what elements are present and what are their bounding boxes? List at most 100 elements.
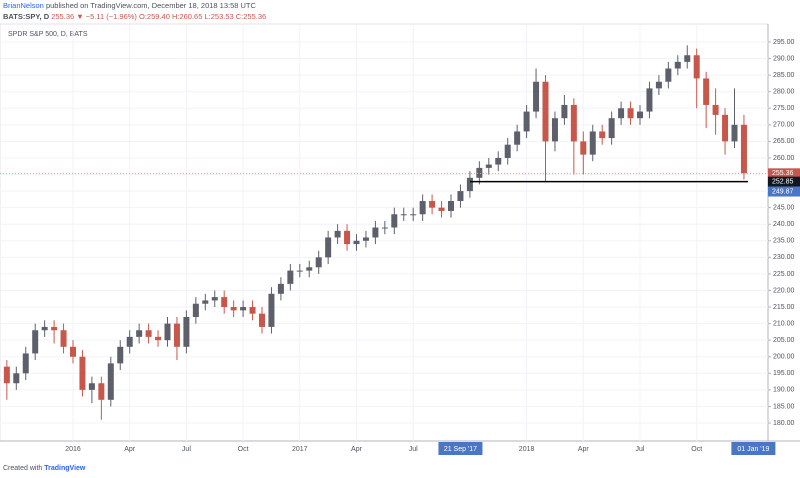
candle-body [22,353,29,374]
candle-body [410,214,417,216]
candle-body [88,383,95,390]
candle-body [173,323,180,347]
y-tick-label: 270.00 [773,122,795,129]
candle-body [495,157,502,165]
y-tick-label: 245.00 [773,204,795,211]
y-tick-label: 290.00 [773,55,795,62]
x-tick-label: Oct [238,446,249,453]
footer: Created with TradingView [3,465,86,472]
candle-body [448,201,454,211]
candle-body [145,330,152,337]
y-tick-label: 190.00 [773,387,795,394]
candle-body [542,81,549,142]
candle-body [419,201,426,215]
y-tick-label: 220.00 [773,287,795,294]
candle-body [504,144,511,158]
candle-body [51,326,58,331]
candle-body [60,330,67,347]
publisher: BrianNelson [3,1,44,10]
candle-body [646,88,653,112]
candle-body [79,356,86,390]
x-tick-label: 2016 [65,446,81,453]
candle-body [211,297,218,301]
candle-body [306,267,313,271]
plot-frame [0,23,769,442]
x-tick-label: Apr [124,446,136,453]
candle-body [230,307,237,311]
y-tick-label: 205.00 [773,337,795,344]
candle-body [618,108,625,119]
y-tick-label: 180.00 [773,420,795,427]
candle-body [731,124,738,142]
candle-body [665,68,672,82]
candle-body [126,336,133,347]
last-price-label: 255.36 [772,170,794,177]
y-tick-label: 185.00 [773,403,795,410]
candle-body [362,237,369,241]
candle-body [344,230,351,245]
candle-body [3,366,10,384]
hline-box [768,176,800,187]
y-tick-label: 195.00 [773,370,795,377]
candle-body [674,61,681,69]
candle-body [637,111,643,119]
x-tick-label: Oct [691,446,702,453]
candle-body [703,78,710,105]
y-tick-label: 295.00 [773,39,795,46]
candle-body [438,207,445,211]
candle-body [202,300,209,304]
candle-body [589,131,596,155]
x-tick-label: Apr [351,446,363,453]
candle-body [551,118,558,142]
candle-body [268,293,275,327]
x-tick-label: Apr [578,446,590,453]
candle-body [325,237,332,258]
candle-body [429,201,436,208]
candle-body [580,141,587,155]
candle-body [466,177,473,192]
y-tick-label: 260.00 [773,155,795,162]
x-crosshair-label: 21 Sep '17 [444,446,477,453]
candle-body [391,214,398,228]
y-tick-label: 230.00 [773,254,795,261]
x-crosshair-label-box [731,442,776,455]
published: published on TradingView.com, December 1… [44,1,257,10]
candle-body [296,270,303,272]
candle-body [353,240,360,245]
footer-brand: TradingView [44,465,86,472]
y-tick-label: 265.00 [773,138,795,145]
candle-body [400,214,407,216]
candle-body [13,373,20,384]
footer-text: Created with [3,465,42,472]
last-price-box [768,168,800,179]
candle-body [117,346,124,364]
y-tick-label: 225.00 [773,271,795,278]
candle-body [561,104,568,119]
y-tick-label: 285.00 [773,72,795,79]
candle-body [372,227,379,238]
candle-body [277,283,284,294]
candle-body [240,307,247,311]
header-line-1: BrianNelson published on TradingView.com… [3,1,257,10]
legend: SPDR S&P 500, D, BATS [8,31,88,38]
candle-body [98,383,105,400]
candle-body [599,131,606,139]
y-tick-label: 210.00 [773,320,795,327]
x-tick-label: Jul [409,446,418,453]
x-tick-label: Jul [182,446,191,453]
crosshair-y-box [768,186,800,197]
candle-body [381,227,388,229]
candle-body [249,307,256,314]
candle-body [287,270,294,284]
candle-body [183,316,190,347]
candle-body [533,81,540,112]
candle-body [514,131,521,145]
y-tick-label: 215.00 [773,304,795,311]
hline-label: 252.85 [772,178,794,185]
x-tick-label: 2018 [519,446,535,453]
candle-body [693,55,700,79]
candle-body [136,330,143,337]
candle-body [164,323,171,341]
candle-body [221,297,228,308]
candle-body [41,326,48,331]
